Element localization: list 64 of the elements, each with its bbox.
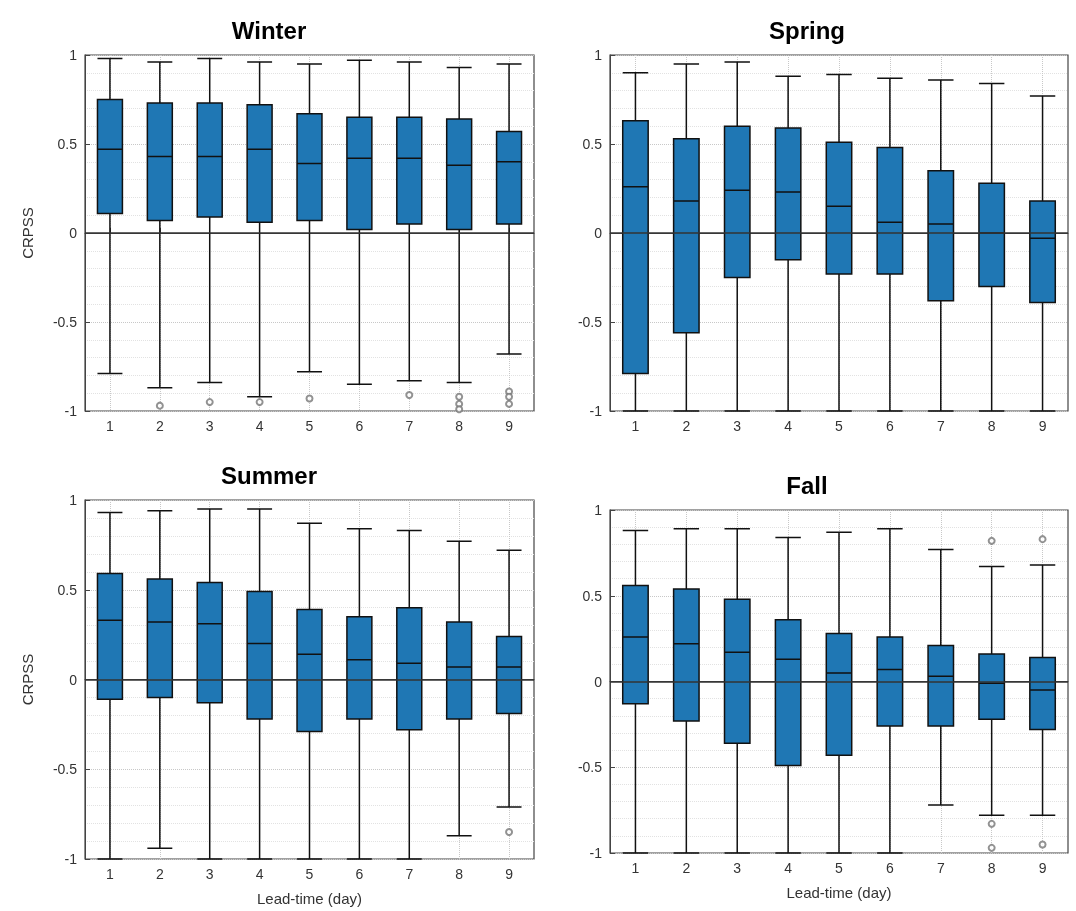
x-tick-label: 1 xyxy=(106,866,115,882)
y-tick-label: -0.5 xyxy=(52,314,78,330)
y-tick-label: 0 xyxy=(69,671,78,688)
y-tick-label: 1 xyxy=(69,47,78,63)
x-tick-label: 9 xyxy=(505,418,514,434)
x-tick-label: 1 xyxy=(106,418,115,434)
x-tick-label: 1 xyxy=(631,860,640,876)
x-tick-label: 4 xyxy=(784,418,793,434)
y-tick-label: 1 xyxy=(594,47,603,63)
x-tick-label: 9 xyxy=(505,866,514,882)
x-tick-label: 5 xyxy=(305,418,314,434)
x-tick-label: 7 xyxy=(936,860,945,876)
y-tick-label: 1 xyxy=(69,492,78,508)
x-tick-label: 4 xyxy=(255,418,264,434)
y-tick-label: -1 xyxy=(589,403,603,419)
y-tick-label: -1 xyxy=(64,851,78,867)
x-tick-label: 6 xyxy=(885,860,894,876)
x-tick-label: 5 xyxy=(835,418,844,434)
x-axis-title: Lead-time (day) xyxy=(256,890,363,907)
y-tick-label: -0.5 xyxy=(577,314,603,330)
x-tick-label: 8 xyxy=(455,418,464,434)
x-tick-label: 8 xyxy=(987,860,996,876)
chart-title: Summer xyxy=(220,461,318,489)
chart-title: Winter xyxy=(231,16,307,44)
x-tick-label: 5 xyxy=(835,860,844,876)
y-tick-label: 0.5 xyxy=(582,587,603,604)
y-tick-label: -1 xyxy=(64,403,78,419)
y-axis-title: CRPSS xyxy=(19,207,36,259)
y-tick-label: 0.5 xyxy=(57,136,78,152)
y-tick-label: 0 xyxy=(594,673,603,690)
x-tick-label: 3 xyxy=(205,418,214,434)
x-tick-label: 1 xyxy=(631,418,640,434)
y-tick-label: -0.5 xyxy=(52,761,78,778)
y-tick-label: 1 xyxy=(594,502,603,518)
x-tick-label: 5 xyxy=(305,866,314,882)
chart-title: Spring xyxy=(769,16,845,44)
x-tick-label: 8 xyxy=(987,418,996,434)
x-tick-label: 2 xyxy=(682,418,691,434)
x-axis-title: Lead-time (day) xyxy=(786,884,892,901)
x-tick-label: 7 xyxy=(936,418,945,434)
x-tick-label: 4 xyxy=(784,860,793,876)
x-tick-label: 6 xyxy=(355,418,364,434)
y-tick-label: 0 xyxy=(594,225,603,241)
y-tick-label: -0.5 xyxy=(577,759,603,776)
x-tick-label: 2 xyxy=(682,860,691,876)
x-tick-label: 7 xyxy=(405,866,414,882)
x-tick-label: 7 xyxy=(405,418,414,434)
x-tick-label: 6 xyxy=(885,418,894,434)
x-tick-label: 9 xyxy=(1038,860,1047,876)
chart-title: Fall xyxy=(786,471,828,499)
x-tick-label: 8 xyxy=(455,866,464,882)
y-tick-label: -1 xyxy=(589,845,603,861)
x-tick-label: 9 xyxy=(1038,418,1047,434)
y-tick-label: 0 xyxy=(69,225,78,241)
y-tick-label: 0.5 xyxy=(582,136,603,152)
x-tick-label: 2 xyxy=(155,866,164,882)
y-axis-title: CRPSS xyxy=(19,653,36,706)
x-tick-label: 3 xyxy=(733,860,742,876)
x-tick-label: 2 xyxy=(155,418,164,434)
x-tick-label: 6 xyxy=(355,866,364,882)
x-tick-label: 4 xyxy=(255,866,264,882)
x-tick-label: 3 xyxy=(205,866,214,882)
y-tick-label: 0.5 xyxy=(57,581,78,598)
x-tick-label: 3 xyxy=(733,418,742,434)
